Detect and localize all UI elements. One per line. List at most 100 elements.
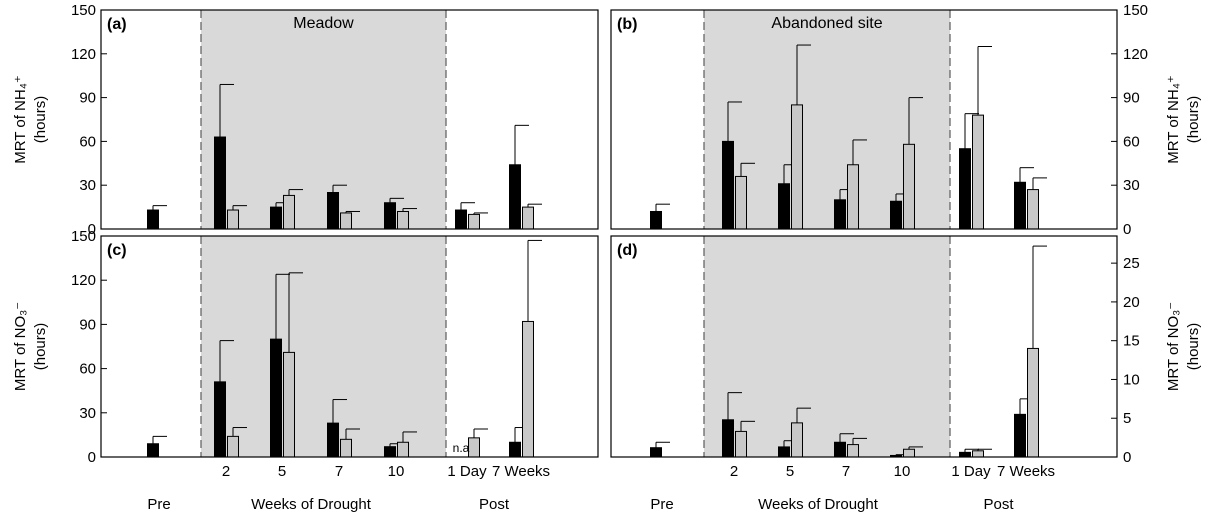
panel-a: (a) Meadow 0 30 60 90 120 150 MRT of NH₄⁺ (hours) — [12, 2, 599, 238]
bar-control — [283, 194, 295, 230]
plot-frame — [100, 9, 599, 230]
y-tick-label: 0 — [1123, 221, 1131, 238]
x-tick-label: 7 — [842, 463, 850, 480]
y-tick-label: 60 — [79, 361, 96, 378]
bar-control — [791, 422, 803, 458]
x-tick-label: 7 Weeks — [997, 463, 1055, 480]
bar-control — [791, 104, 803, 230]
bar-control — [522, 320, 534, 458]
bar-control — [847, 444, 859, 458]
bar-treatment — [959, 451, 971, 458]
bar-treatment — [147, 209, 159, 230]
x-tick-label: 1 Day — [447, 463, 487, 480]
bar-treatment — [722, 419, 734, 458]
bar-treatment — [1014, 413, 1026, 458]
bar-treatment — [384, 446, 396, 458]
bar-control — [227, 209, 239, 230]
x-tick-label: 2 — [222, 463, 230, 480]
x-group-label: Pre — [650, 496, 673, 513]
y-tick-label: 150 — [71, 228, 96, 245]
panel-label: (d) — [617, 242, 637, 259]
drought-shading — [201, 236, 446, 457]
y-tick-label: 150 — [71, 2, 96, 19]
bar-control — [1027, 347, 1039, 458]
not-available-label: n.a — [453, 441, 470, 455]
y-tick-label: 150 — [1123, 2, 1148, 19]
x-group-label: Pre — [147, 496, 170, 513]
bar-treatment — [834, 199, 846, 230]
y-axis-title: (hours) — [1185, 96, 1202, 144]
bar-treatment — [1014, 181, 1026, 230]
bar-control — [397, 441, 409, 458]
bar-control — [972, 450, 984, 458]
y-tick-label: 90 — [79, 90, 96, 107]
plot-frame — [610, 9, 1118, 230]
y-tick-label: 0 — [88, 449, 96, 466]
bar-treatment — [147, 443, 159, 458]
bar-treatment — [455, 209, 467, 230]
y-tick-label: 25 — [1123, 255, 1140, 272]
x-tick-label: 5 — [786, 463, 794, 480]
bar-control — [468, 213, 480, 230]
panel-label: (b) — [617, 16, 637, 33]
x-tick-label: 7 — [335, 463, 343, 480]
y-axis-title: MRT of NO₃⁻ — [12, 302, 29, 391]
y-tick-label: 120 — [71, 272, 96, 289]
bar-treatment — [214, 381, 226, 458]
bar-control — [227, 435, 239, 458]
bar-control — [397, 210, 409, 230]
panel-label: (c) — [107, 242, 127, 259]
y-tick-label: 0 — [88, 221, 96, 238]
bar-control — [735, 175, 747, 230]
y-tick-label: 60 — [79, 133, 96, 150]
y-tick-label: 0 — [1123, 449, 1131, 466]
panel-title: Meadow — [293, 15, 354, 32]
plot-frame — [100, 235, 599, 458]
y-axis-title: (hours) — [32, 323, 49, 371]
x-group-label: Post — [479, 496, 510, 513]
y-tick-label: 15 — [1123, 333, 1140, 350]
x-tick-label: 10 — [894, 463, 911, 480]
bar-treatment — [890, 200, 902, 230]
panel-label: (a) — [107, 16, 127, 33]
bar-treatment — [270, 206, 282, 230]
panel-b: (b) Abandoned site 0 30 60 90 120 150 MRT of NH₄… — [610, 2, 1202, 238]
x-group-label: Post — [983, 496, 1014, 513]
bar-control — [283, 351, 295, 458]
bar-treatment — [650, 210, 662, 230]
drought-shading — [704, 236, 950, 457]
y-tick-label: 30 — [79, 177, 96, 194]
y-tick-label: 90 — [79, 316, 96, 333]
y-axis-title: MRT of NO₃⁻ — [1165, 302, 1182, 391]
bar-control — [1027, 189, 1039, 230]
x-group-label: Weeks of Drought — [251, 496, 372, 513]
y-axis-title: MRT of NH₄⁺ — [12, 75, 29, 164]
bar-treatment — [214, 136, 226, 230]
bar-control — [847, 164, 859, 230]
y-tick-label: 120 — [1123, 46, 1148, 63]
bar-control — [340, 438, 352, 458]
x-tick-label: 7 Weeks — [492, 463, 550, 480]
drought-shading — [201, 10, 446, 229]
bar-treatment — [778, 446, 790, 458]
y-tick-label: 30 — [1123, 177, 1140, 194]
y-tick-label: 5 — [1123, 410, 1131, 427]
y-tick-label: 120 — [71, 46, 96, 63]
bar-treatment — [722, 140, 734, 230]
y-tick-label: 90 — [1123, 90, 1140, 107]
x-tick-label: 10 — [388, 463, 405, 480]
y-tick-label: 60 — [1123, 133, 1140, 150]
bar-control — [340, 212, 352, 230]
plot-frame — [610, 235, 1118, 458]
bar-control — [972, 114, 984, 230]
y-tick-label: 20 — [1123, 294, 1140, 311]
bar-treatment — [959, 148, 971, 230]
y-axis-title: MRT of NH₄⁺ — [1165, 75, 1182, 164]
bar-control — [468, 437, 480, 458]
x-tick-label: 1 Day — [951, 463, 991, 480]
bar-treatment — [509, 164, 521, 230]
bar-control — [903, 143, 915, 230]
bar-treatment — [327, 192, 339, 230]
